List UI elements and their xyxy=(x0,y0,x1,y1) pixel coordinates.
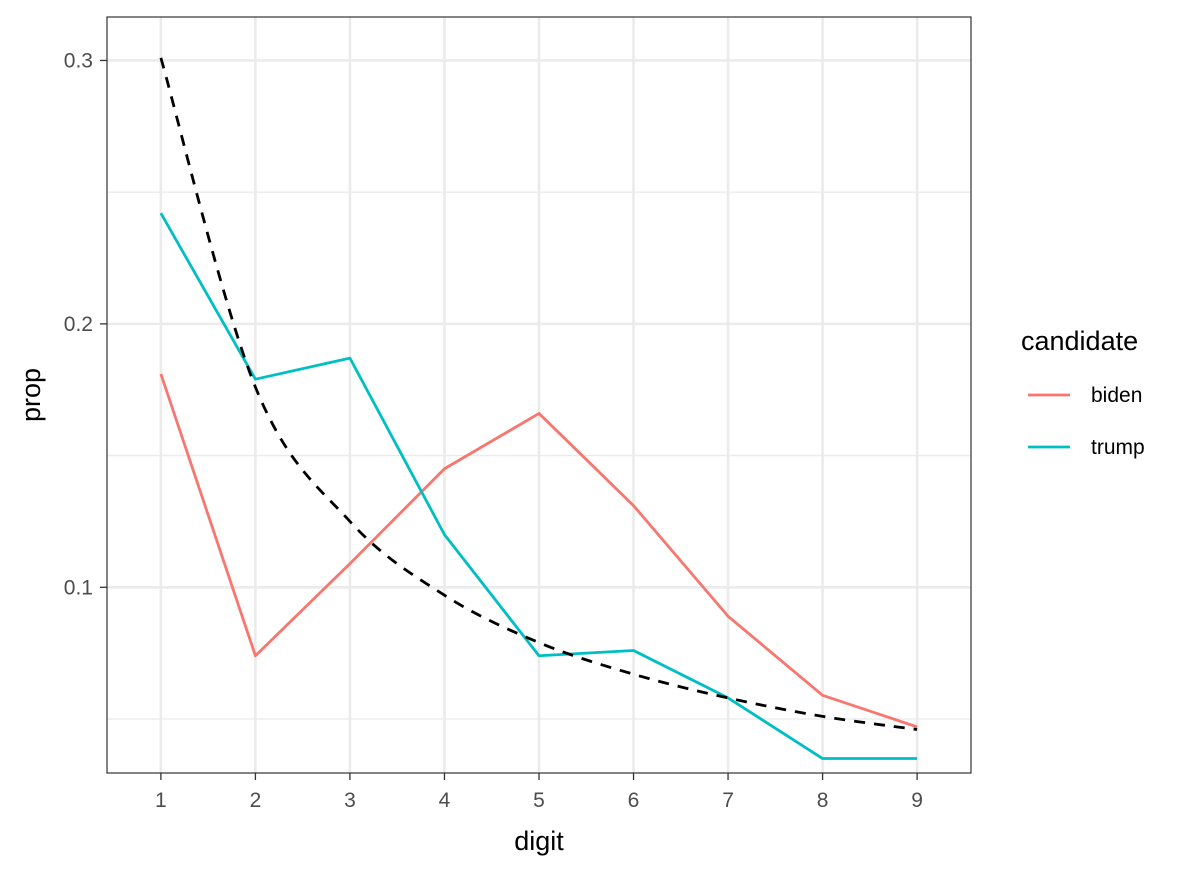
series-line-biden xyxy=(159,373,918,729)
x-tick-label: 9 xyxy=(911,789,923,812)
x-tick-label: 1 xyxy=(155,789,167,812)
x-tick-label: 3 xyxy=(344,789,356,812)
y-tick-label: 0.2 xyxy=(64,313,93,336)
major-gridlines xyxy=(107,17,971,773)
y-axis: 0.1 0.2 0.3 xyxy=(64,49,107,599)
x-axis: 1 2 3 4 5 6 7 8 9 xyxy=(155,773,923,812)
x-tick-label: 4 xyxy=(439,789,451,812)
legend-label-biden: biden xyxy=(1091,384,1142,407)
legend-label-trump: trump xyxy=(1091,436,1145,459)
plot-lines xyxy=(159,57,918,760)
legend: candidate biden trump xyxy=(1021,326,1145,459)
series-line-trump xyxy=(159,212,918,760)
x-tick-label: 6 xyxy=(628,789,640,812)
x-tick-label: 2 xyxy=(250,789,262,812)
x-tick-label: 8 xyxy=(817,789,829,812)
x-tick-label: 5 xyxy=(533,789,545,812)
y-axis-title: prop xyxy=(16,368,46,422)
legend-items: biden trump xyxy=(1028,384,1145,459)
y-tick-label: 0.1 xyxy=(64,576,93,599)
y-tick-label: 0.3 xyxy=(64,49,93,72)
reference-curve xyxy=(159,57,918,731)
x-axis-title: digit xyxy=(514,826,564,856)
x-tick-label: 7 xyxy=(722,789,734,812)
legend-title: candidate xyxy=(1021,326,1138,356)
